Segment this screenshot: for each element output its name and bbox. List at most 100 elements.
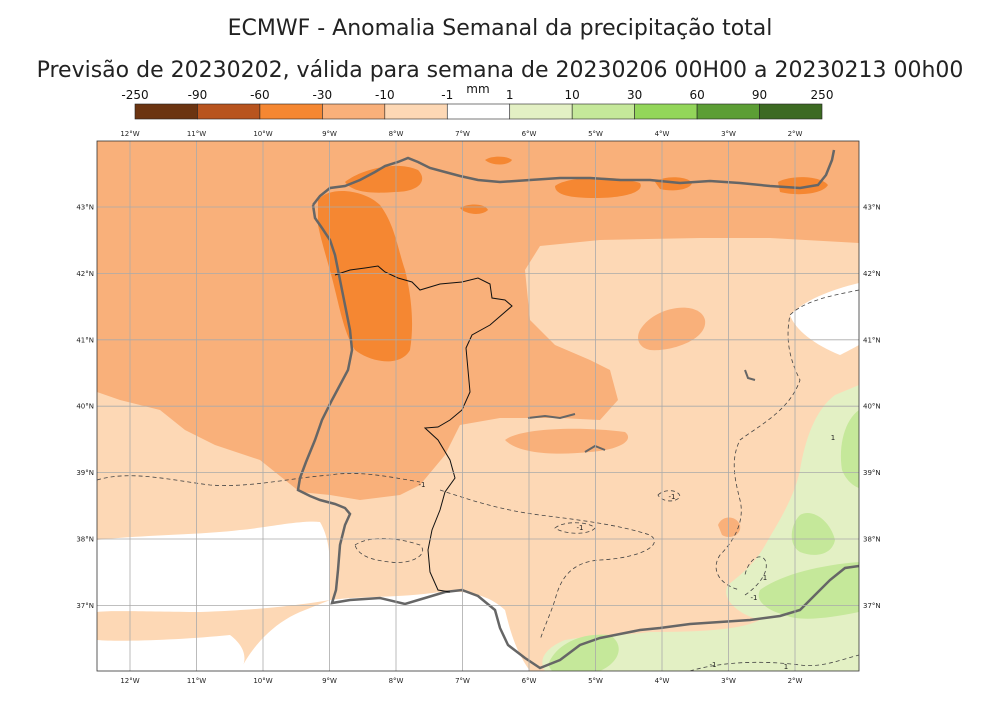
lat-label-left: 39°N [76,469,94,477]
lon-label-bottom: 4°W [655,677,670,685]
colorbar-tick-label: 1 [506,88,514,102]
contour-line [554,522,596,534]
reservoir [744,369,756,381]
map-frame [96,140,860,672]
lat-label-left: 42°N [76,270,94,278]
lon-label-top: 10°W [253,130,272,138]
colorbar-unit: mm [466,82,489,96]
lat-label-right: 39°N [863,469,881,477]
anomaly-region-30-10 [97,141,859,500]
contour-label: -1 [577,524,584,532]
north-coast [312,149,836,206]
anomaly-region-60-30 [555,177,641,198]
contour-label: 1 [831,434,835,442]
lon-label-bottom: 8°W [389,677,404,685]
lon-label-top: 8°W [389,130,404,138]
anomaly-region-neutral [790,283,859,355]
contour-line [744,556,767,596]
anomaly-region-neutral [97,635,245,671]
lon-label-bottom: 9°W [322,677,337,685]
lon-label-top: 11°W [187,130,206,138]
lat-label-left: 43°N [76,204,94,212]
lon-label-bottom: 11°W [187,677,206,685]
border-portugal-spain [334,265,513,593]
colorbar-swatch [571,103,635,120]
west-coast [296,204,859,670]
reservoir [584,444,606,453]
lon-label-bottom: 7°W [455,677,470,685]
anomaly-region-10-30 [840,410,859,488]
lat-label-left: 37°N [76,602,94,610]
lat-label-left: 38°N [76,536,94,544]
reservoir [527,413,576,420]
graticule [97,141,859,671]
contour-line [689,654,859,671]
contour-label: -1 [419,481,426,489]
lat-label-right: 43°N [863,204,881,212]
colorbar-tick-label: 30 [627,88,642,102]
inland-features [527,369,756,453]
lon-label-top: 7°W [455,130,470,138]
colorbar-tick-label: -1 [441,88,453,102]
map-subtitle: Previsão de 20230202, válida para semana… [36,58,964,83]
lat-label-left: 40°N [76,403,94,411]
colorbar-tick-label: -250 [121,88,148,102]
axis-labels: 12°W12°W11°W11°W10°W10°W9°W9°W8°W8°W7°W7… [76,130,880,685]
contour-labels: -1 -1 -1 1 1 -1 -1 1 [419,434,836,671]
colorbar-swatch [759,103,823,120]
contour-line [715,289,859,591]
lat-label-right: 37°N [863,602,881,610]
lat-label-right: 38°N [863,536,881,544]
lon-label-top: 12°W [120,130,139,138]
contour-label: -1 [669,493,676,501]
colorbar-swatch [134,103,198,120]
lon-label-bottom: 3°W [721,677,736,685]
colorbar-swatch [696,103,760,120]
colorbar-swatch [509,103,573,120]
contour-line [439,489,655,641]
colorbar-tick-label: 90 [752,88,767,102]
lon-label-top: 3°W [721,130,736,138]
lon-label-bottom: 5°W [588,677,603,685]
lon-label-top: 6°W [522,130,537,138]
lon-label-bottom: 10°W [253,677,272,685]
map-area [97,141,859,671]
anomaly-region-30-10 [718,517,741,537]
contour-label: 1 [763,574,767,582]
lat-label-right: 42°N [863,270,881,278]
colorbar-tick-label: 60 [689,88,704,102]
lat-label-left: 41°N [76,336,94,344]
colorbar-swatch [322,103,386,120]
contour-label: -1 [710,661,717,669]
anomaly-region-neutral [97,521,330,612]
anomaly-region-60-30 [345,165,423,193]
lat-label-right: 41°N [863,336,881,344]
lon-label-top: 5°W [588,130,603,138]
anomaly-region-neutral [104,573,116,593]
contour-line [97,473,421,486]
anomaly-region-10-30 [791,512,835,555]
contour-line [657,490,681,502]
colorbar-swatch [197,103,261,120]
portugal-spain-border [334,265,513,593]
lon-label-top: 9°W [322,130,337,138]
contour-label: 1 [784,663,788,671]
lon-label-bottom: 2°W [788,677,803,685]
anomaly-region-neutral [240,591,530,671]
anomaly-region-10-30 [548,634,619,671]
colorbar-tick-label: -60 [250,88,270,102]
colorbar-swatch [446,103,511,120]
lon-label-bottom: 6°W [522,677,537,685]
colorbar: mm -250 -90 -60 -30 -10 -1 1 10 30 60 90 250 [121,82,834,120]
lon-label-top: 4°W [655,130,670,138]
colorbar-tick-label: -10 [375,88,395,102]
colorbar-swatch [634,103,698,120]
contour-label: -1 [751,594,758,602]
anomaly-region-60-30 [778,177,828,195]
colorbar-tick-label: -90 [188,88,208,102]
coastlines [296,149,859,670]
anomaly-region-60-30 [485,156,512,165]
colorbar-tick-label: 250 [811,88,834,102]
colorbar-swatch [259,103,323,120]
